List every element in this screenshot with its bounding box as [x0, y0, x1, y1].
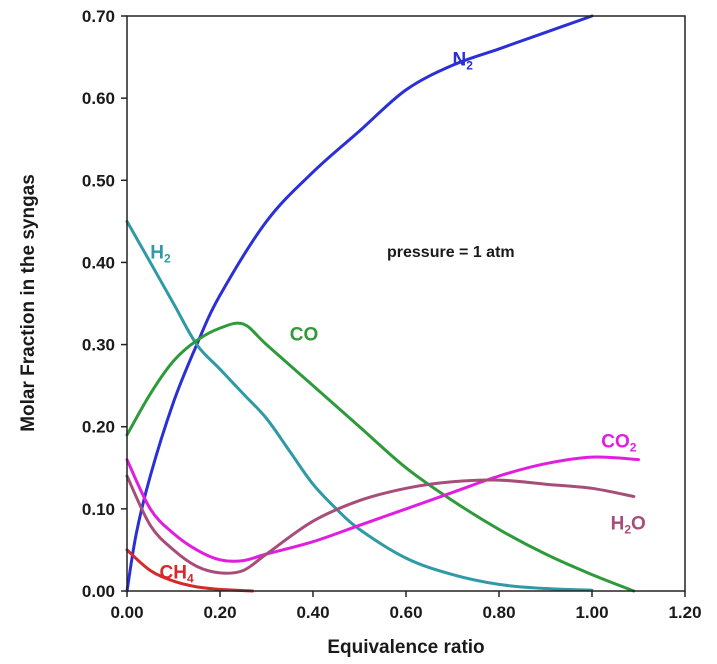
plot-frame: [126, 15, 686, 592]
axis-ticks: 0.00 0.20 0.40 0.60 0.80 1.00 1.20 0.00 0.10 0.20…: [82, 7, 702, 622]
y-tick-label: 0.30: [82, 336, 115, 355]
series-line-h2: [125, 219, 594, 592]
y-tick-label: 0.50: [82, 171, 115, 190]
pressure-annotation: pressure = 1 atm: [387, 244, 515, 261]
series-label-co: CO: [290, 324, 319, 345]
y-axis-title: Molar Fraction in the syngas: [18, 174, 39, 432]
y-tick-label: 0.20: [82, 418, 115, 437]
x-tick-label: 0.40: [296, 603, 329, 622]
series-label-ch4: CH4: [160, 563, 194, 586]
x-axis-title: Equivalence ratio: [327, 637, 484, 658]
series-label-co2: CO2: [601, 431, 637, 454]
x-tick-label: 1.20: [668, 603, 701, 622]
series-lines: [125, 14, 640, 593]
series-label-h2o: H2O: [611, 513, 646, 536]
x-tick-label: 0.00: [110, 603, 143, 622]
series-label-n2: N2: [453, 49, 474, 72]
y-tick-label: 0.60: [82, 89, 115, 108]
series-labels: N2 H2 CO CO2 H2O CH4: [150, 49, 646, 585]
x-tick-label: 0.60: [389, 603, 422, 622]
series-line-n2: [125, 14, 594, 593]
y-tick-label: 0.40: [82, 253, 115, 272]
y-tick-label: 0.10: [82, 500, 115, 519]
x-tick-label: 0.20: [203, 603, 236, 622]
series-line-co: [125, 321, 636, 593]
series-line-co2: [125, 455, 640, 563]
y-tick-label: 0.70: [82, 7, 115, 26]
series-label-h2: H2: [150, 242, 171, 265]
series-line-h2o: [125, 474, 636, 575]
x-tick-label: 0.80: [482, 603, 515, 622]
y-tick-label: 0.00: [82, 582, 115, 601]
x-tick-label: 1.00: [575, 603, 608, 622]
